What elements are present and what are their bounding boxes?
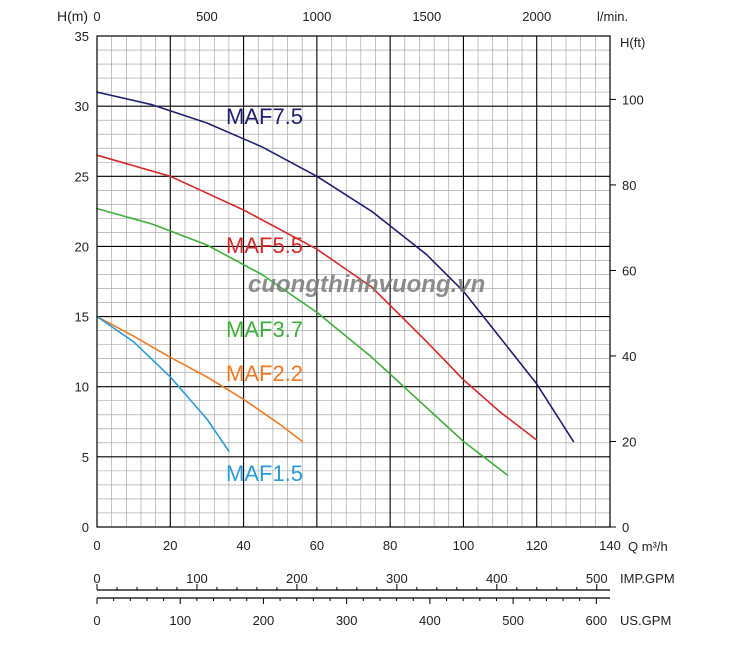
us-gpm-tick-label: 200 bbox=[253, 613, 275, 628]
us-gpm-tick-label: 600 bbox=[585, 613, 607, 628]
top-tick-label: 2000 bbox=[522, 9, 551, 24]
x-tick-label: 0 bbox=[93, 538, 100, 553]
right-tick-label: 20 bbox=[622, 434, 636, 449]
series-line-maf7-5 bbox=[96, 91, 575, 443]
plot-frame bbox=[96, 35, 611, 528]
right-tick-label: 100 bbox=[622, 92, 644, 107]
x-tick-label: 20 bbox=[163, 538, 177, 553]
watermark: cuongthinhvuong.vn bbox=[248, 271, 485, 298]
x-tick-label: 80 bbox=[383, 538, 397, 553]
right-tick-label: 60 bbox=[622, 263, 636, 278]
right-axis-unit: H(ft) bbox=[620, 35, 645, 50]
x-tick-label: 140 bbox=[599, 538, 621, 553]
top-tick-label: 500 bbox=[196, 9, 218, 24]
y-tick-label: 20 bbox=[75, 239, 89, 254]
chart-grid bbox=[97, 36, 610, 527]
series-labels: MAF7.5 MAF5.5 MAF3.7 MAF2.2 MAF1.5 bbox=[226, 104, 303, 486]
x-tick-label: 120 bbox=[526, 538, 548, 553]
y-tick-label: 5 bbox=[82, 450, 89, 465]
right-tick-label: 80 bbox=[622, 178, 636, 193]
x-tick-label: 40 bbox=[236, 538, 250, 553]
imp-gpm-tick-label: 0 bbox=[93, 571, 100, 586]
imp-gpm-tick-label: 300 bbox=[386, 571, 408, 586]
us-gpm-tick-label: 300 bbox=[336, 613, 358, 628]
right-tick-label: 40 bbox=[622, 349, 636, 364]
x-tick-label: 100 bbox=[453, 538, 475, 553]
imp-gpm-unit: IMP.GPM bbox=[620, 571, 675, 586]
imp-gpm-tick-label: 100 bbox=[186, 571, 208, 586]
imp-gpm-tick-label: 200 bbox=[286, 571, 308, 586]
series-label-maf2-2: MAF2.2 bbox=[226, 361, 303, 386]
series-label-maf5-5: MAF5.5 bbox=[226, 233, 303, 258]
series-label-maf3-7: MAF3.7 bbox=[226, 317, 303, 342]
y-tick-label: 15 bbox=[75, 310, 89, 325]
series-line-maf1-5 bbox=[96, 315, 230, 453]
y-tick-label: 0 bbox=[82, 520, 89, 535]
y-tick-label: 35 bbox=[75, 29, 89, 44]
top-tick-label: 1000 bbox=[302, 9, 331, 24]
imp-gpm-tick-label: 400 bbox=[486, 571, 508, 586]
series-label-maf1-5: MAF1.5 bbox=[226, 461, 303, 486]
series-label-maf7-5: MAF7.5 bbox=[226, 104, 303, 129]
axes: H(m) l/min. H(ft) Q m³/h IMP.GPM US.GPM … bbox=[57, 8, 675, 628]
us-gpm-tick-label: 100 bbox=[169, 613, 191, 628]
series-line-maf2-2 bbox=[96, 315, 304, 443]
performance-curves bbox=[96, 91, 575, 476]
y-tick-label: 10 bbox=[75, 380, 89, 395]
us-gpm-unit: US.GPM bbox=[620, 613, 671, 628]
top-tick-label: 1500 bbox=[412, 9, 441, 24]
series-line-maf5-5 bbox=[96, 154, 538, 441]
top-axis-unit: l/min. bbox=[597, 9, 628, 24]
us-gpm-tick-label: 0 bbox=[93, 613, 100, 628]
us-gpm-tick-label: 500 bbox=[502, 613, 524, 628]
us-gpm-tick-label: 400 bbox=[419, 613, 441, 628]
imp-gpm-tick-label: 500 bbox=[586, 571, 608, 586]
series-line-maf3-7 bbox=[96, 207, 509, 476]
x-axis-label: Q m³/h bbox=[628, 539, 668, 554]
x-tick-label: 60 bbox=[310, 538, 324, 553]
y-axis-label: H(m) bbox=[57, 8, 88, 24]
top-tick-label: 0 bbox=[93, 9, 100, 24]
right-tick-label: 0 bbox=[622, 520, 629, 535]
y-tick-label: 30 bbox=[75, 99, 89, 114]
y-tick-label: 25 bbox=[75, 169, 89, 184]
